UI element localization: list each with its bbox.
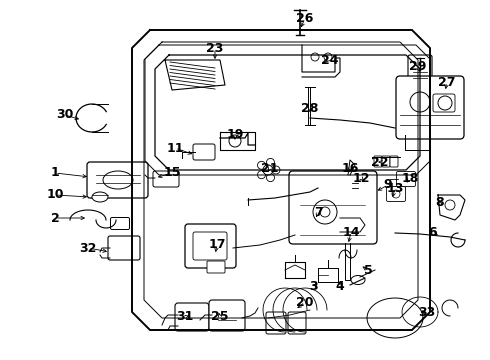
Text: 33: 33	[418, 306, 436, 320]
Text: 7: 7	[314, 207, 322, 220]
Ellipse shape	[103, 171, 133, 189]
Text: 17: 17	[208, 238, 226, 252]
FancyBboxPatch shape	[87, 162, 148, 198]
Text: 10: 10	[46, 189, 64, 202]
Ellipse shape	[351, 275, 365, 284]
Circle shape	[347, 172, 353, 178]
FancyBboxPatch shape	[396, 76, 464, 139]
Circle shape	[258, 171, 266, 179]
FancyBboxPatch shape	[111, 217, 129, 230]
FancyBboxPatch shape	[108, 236, 140, 260]
FancyBboxPatch shape	[408, 55, 432, 87]
FancyBboxPatch shape	[387, 186, 406, 202]
Text: 18: 18	[401, 171, 418, 184]
FancyBboxPatch shape	[390, 156, 398, 167]
Circle shape	[263, 165, 273, 175]
Text: 26: 26	[296, 12, 314, 24]
Text: 1: 1	[50, 166, 59, 180]
Text: 16: 16	[342, 162, 359, 175]
Text: 3: 3	[309, 280, 318, 293]
Text: 2: 2	[50, 211, 59, 225]
Text: 31: 31	[176, 310, 194, 324]
Ellipse shape	[92, 192, 108, 202]
Text: 28: 28	[301, 102, 319, 114]
Text: 5: 5	[364, 264, 372, 276]
Text: 20: 20	[296, 296, 314, 309]
Circle shape	[267, 158, 274, 166]
Circle shape	[272, 166, 280, 174]
FancyBboxPatch shape	[396, 171, 416, 186]
FancyBboxPatch shape	[209, 300, 245, 331]
FancyBboxPatch shape	[382, 156, 390, 167]
Circle shape	[267, 174, 274, 181]
FancyBboxPatch shape	[374, 156, 382, 167]
Circle shape	[445, 200, 455, 210]
Text: 30: 30	[56, 108, 74, 122]
FancyBboxPatch shape	[357, 171, 371, 189]
FancyBboxPatch shape	[288, 312, 306, 334]
Text: 24: 24	[321, 54, 339, 67]
Text: 11: 11	[166, 141, 184, 154]
Circle shape	[229, 135, 241, 147]
Text: 23: 23	[206, 41, 224, 54]
FancyBboxPatch shape	[175, 303, 209, 331]
Circle shape	[392, 190, 400, 198]
Circle shape	[324, 53, 332, 61]
FancyBboxPatch shape	[207, 261, 225, 273]
Text: 13: 13	[386, 181, 404, 194]
Text: 27: 27	[438, 76, 456, 89]
FancyBboxPatch shape	[266, 312, 286, 334]
Text: 6: 6	[429, 226, 437, 239]
Circle shape	[320, 207, 330, 217]
Text: 32: 32	[79, 242, 97, 255]
Text: 4: 4	[336, 280, 344, 293]
Circle shape	[410, 92, 430, 112]
Text: 9: 9	[384, 179, 392, 192]
Text: 14: 14	[342, 225, 360, 238]
FancyBboxPatch shape	[193, 144, 215, 160]
FancyBboxPatch shape	[153, 171, 179, 187]
Circle shape	[258, 161, 266, 169]
Text: 12: 12	[352, 171, 370, 184]
Text: 15: 15	[163, 166, 181, 180]
Circle shape	[438, 96, 452, 110]
Text: 29: 29	[409, 60, 427, 73]
Circle shape	[313, 200, 337, 224]
Text: 22: 22	[371, 156, 389, 168]
Text: 21: 21	[261, 162, 279, 175]
Text: 25: 25	[211, 310, 229, 324]
Text: 19: 19	[226, 129, 244, 141]
Circle shape	[311, 53, 319, 61]
FancyBboxPatch shape	[289, 171, 377, 244]
FancyBboxPatch shape	[193, 232, 227, 260]
Text: 8: 8	[436, 195, 444, 208]
FancyBboxPatch shape	[433, 94, 455, 112]
FancyBboxPatch shape	[185, 224, 236, 268]
